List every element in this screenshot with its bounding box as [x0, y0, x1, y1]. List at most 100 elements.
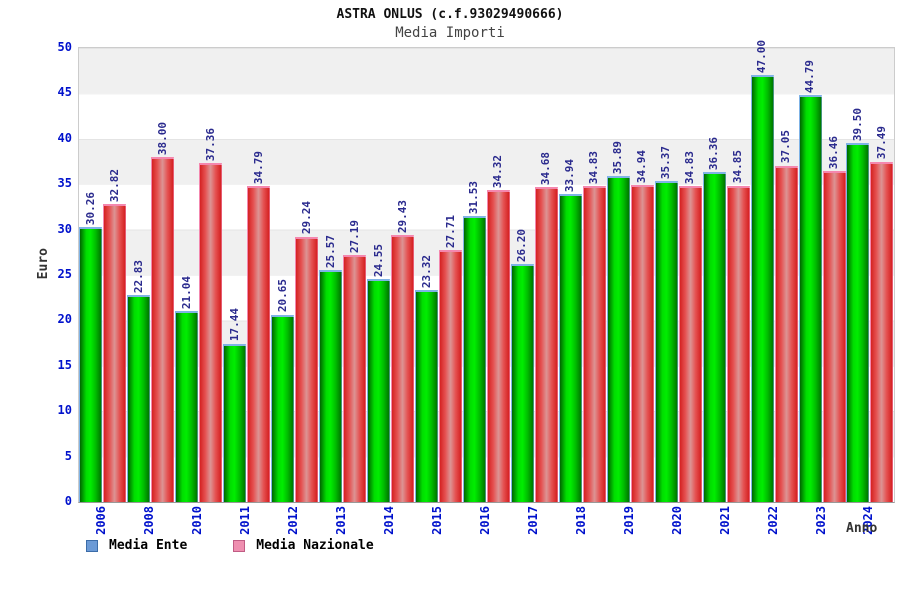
bar-media-ente-2020: 35.37 — [654, 146, 678, 502]
chart-subtitle: Media Importi — [395, 25, 505, 41]
y-tick-40: 40 — [57, 130, 72, 145]
legend-item-media-ente: Media Ente — [86, 538, 187, 553]
bar-value-media-ente-2021: 36.36 — [707, 136, 721, 170]
bar-group-2019: 35.89 34.94 — [606, 48, 654, 502]
bar-media-ente-2010: 21.04 — [175, 276, 199, 502]
y-tick-30: 30 — [57, 221, 72, 236]
bar-media-ente-2024: 39.50 — [846, 108, 870, 502]
bar-value-media-nazionale-2011: 34.79 — [251, 150, 265, 185]
bar-value-media-ente-2013: 25.57 — [323, 234, 337, 268]
bar-media-nazionale-2015: 27.71 — [439, 215, 463, 502]
bar-value-media-nazionale-2021: 34.85 — [731, 150, 745, 184]
bar-value-media-ente-2022: 47.00 — [755, 40, 769, 74]
x-slot-2020: 2020 — [653, 506, 701, 548]
plot-area: 30.26 32.82 22.83 38.00 21.04 37.36 17.44 34.79… — [78, 40, 895, 503]
bar-media-nazionale-2014: 29.43 — [391, 200, 415, 502]
bar-value-media-nazionale-2016: 34.32 — [491, 155, 505, 189]
x-slot-2019: 2019 — [605, 506, 653, 548]
bar-group-2013: 25.57 27.19 — [319, 48, 367, 502]
bar-media-nazionale-2022: 37.05 — [774, 130, 798, 502]
bar-media-ente-2023: 44.79 — [798, 60, 822, 502]
bar-group-2011: 17.44 34.79 — [223, 48, 271, 502]
y-tick-25: 25 — [57, 267, 72, 281]
bar-media-nazionale-2023: 36.46 — [822, 136, 846, 502]
bar-group-2023: 44.79 36.46 — [798, 48, 846, 502]
x-tick-label-2017: 2017 — [525, 506, 540, 535]
bar-media-nazionale-2016: 34.32 — [486, 155, 510, 502]
y-tick-5: 5 — [64, 448, 72, 463]
bar-media-ente-2019: 35.89 — [606, 141, 630, 502]
bar-value-media-nazionale-2013: 27.19 — [347, 219, 361, 254]
bar-value-media-ente-2017: 26.20 — [515, 228, 529, 263]
bar-value-media-nazionale-2017: 34.68 — [539, 151, 553, 186]
media-nazionale-swatch-icon — [233, 539, 246, 552]
bar-value-media-ente-2015: 23.32 — [419, 255, 433, 289]
x-tick-label-2020: 2020 — [669, 506, 684, 535]
y-axis: 0 5 10 15 20 25 30 35 40 45 50 — [0, 40, 72, 508]
bar-media-nazionale-2010: 37.36 — [199, 128, 223, 502]
bar-group-2014: 24.55 29.43 — [367, 48, 415, 502]
bar-media-ente-2018: 33.94 — [558, 159, 582, 502]
bar-group-2024: 39.50 37.49 — [846, 48, 894, 502]
x-slot-2021: 2021 — [701, 506, 749, 548]
bar-media-nazionale-2013: 27.19 — [343, 220, 367, 502]
bar-value-media-ente-2024: 39.50 — [850, 108, 864, 142]
x-slot-2016: 2016 — [462, 506, 510, 548]
bar-value-media-ente-2019: 35.89 — [611, 140, 625, 175]
bar-value-media-nazionale-2015: 27.71 — [443, 215, 457, 249]
legend-label: Media Nazionale — [256, 538, 374, 553]
bar-value-media-nazionale-2020: 34.83 — [683, 150, 697, 184]
bar-media-ente-2013: 25.57 — [319, 235, 343, 502]
x-tick-label-2006: 2006 — [94, 506, 109, 535]
bar-value-media-ente-2020: 35.37 — [659, 145, 673, 179]
x-tick-label-2019: 2019 — [621, 506, 636, 535]
bar-value-media-nazionale-2006: 32.82 — [107, 168, 121, 202]
bar-value-media-nazionale-2019: 34.94 — [635, 149, 649, 183]
x-slot-2018: 2018 — [557, 506, 605, 548]
bar-media-nazionale-2017: 34.68 — [534, 152, 558, 502]
legend-item-media-nazionale: Media Nazionale — [233, 538, 374, 553]
bar-media-nazionale-2019: 34.94 — [630, 150, 654, 502]
bar-groups: 30.26 32.82 22.83 38.00 21.04 37.36 17.44 34.79… — [79, 40, 894, 502]
bar-group-2006: 30.26 32.82 — [79, 48, 127, 502]
bar-media-nazionale-2020: 34.83 — [678, 151, 702, 502]
bar-value-media-ente-2012: 20.65 — [275, 279, 289, 313]
y-tick-35: 35 — [57, 176, 72, 191]
bar-value-media-nazionale-2010: 37.36 — [203, 127, 217, 161]
y-tick-45: 45 — [57, 85, 72, 100]
x-slot-2023: 2023 — [797, 506, 845, 548]
x-tick-label-2008: 2008 — [142, 506, 157, 535]
x-tick-label-2012: 2012 — [286, 506, 301, 535]
x-tick-label-2010: 2010 — [190, 506, 205, 535]
bar-group-2018: 33.94 34.83 — [558, 48, 606, 502]
y-tick-10: 10 — [57, 403, 72, 418]
bar-value-media-nazionale-2018: 34.83 — [587, 150, 601, 184]
bar-media-ente-2008: 22.83 — [127, 260, 151, 502]
bar-value-media-ente-2008: 22.83 — [131, 259, 145, 293]
x-tick-label-2014: 2014 — [382, 506, 397, 535]
y-tick-50: 50 — [57, 40, 72, 54]
bar-media-ente-2012: 20.65 — [271, 279, 295, 502]
x-tick-label-2013: 2013 — [334, 506, 349, 535]
bar-value-media-nazionale-2022: 37.05 — [779, 130, 793, 164]
x-tick-label-2015: 2015 — [430, 506, 445, 535]
bar-group-2012: 20.65 29.24 — [271, 48, 319, 502]
bar-group-2015: 23.32 27.71 — [415, 48, 463, 502]
bar-value-media-nazionale-2023: 36.46 — [827, 135, 841, 169]
y-tick-15: 15 — [57, 357, 72, 372]
bar-group-2020: 35.37 34.83 — [654, 48, 702, 502]
y-tick-0: 0 — [64, 494, 72, 508]
bar-value-media-nazionale-2014: 29.43 — [395, 199, 409, 233]
bar-group-2021: 36.36 34.85 — [702, 48, 750, 502]
bar-media-nazionale-2024: 37.49 — [870, 126, 894, 502]
x-tick-label-2021: 2021 — [717, 506, 732, 535]
x-slot-2017: 2017 — [509, 506, 557, 548]
x-slot-2015: 2015 — [414, 506, 462, 548]
bar-media-nazionale-2011: 34.79 — [247, 151, 271, 502]
bar-value-media-ente-2010: 21.04 — [179, 275, 193, 309]
y-tick-20: 20 — [57, 312, 72, 327]
bar-media-nazionale-2018: 34.83 — [582, 151, 606, 502]
bar-value-media-ente-2016: 31.53 — [467, 180, 481, 214]
x-tick-label-2016: 2016 — [477, 506, 492, 535]
